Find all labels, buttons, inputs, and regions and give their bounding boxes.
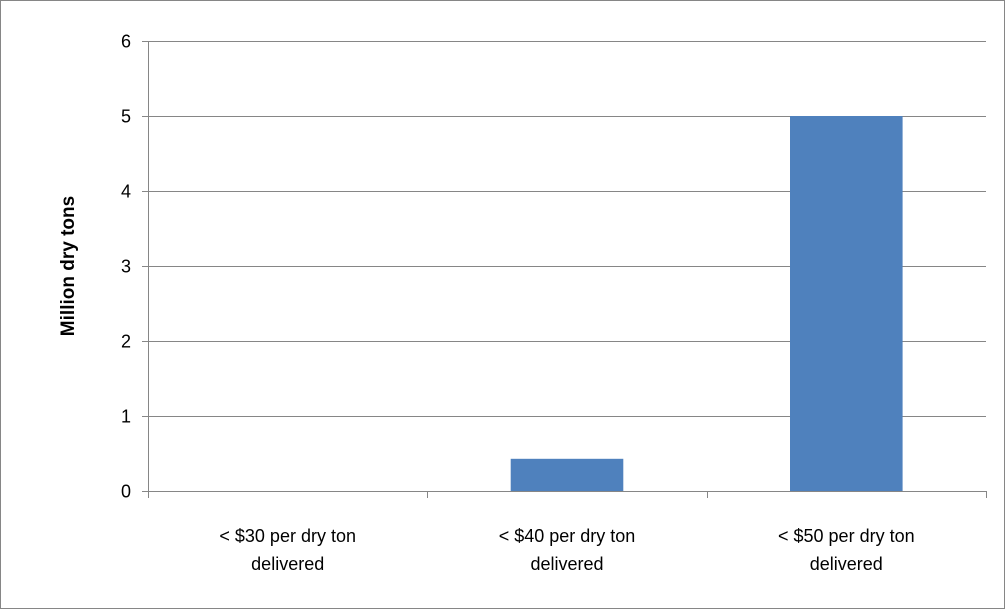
y-tick-label: 5: [121, 107, 131, 127]
y-tick-label: 2: [121, 332, 131, 352]
x-category-label: < $50 per dry ton delivered: [778, 526, 915, 574]
x-category-label: < $30 per dry ton delivered: [219, 526, 356, 574]
y-tick-label: 6: [121, 32, 131, 52]
y-tick-label: 0: [121, 482, 131, 502]
bars: [510, 116, 903, 492]
y-tick-label: 1: [121, 407, 131, 427]
bar: [510, 458, 624, 492]
axes: [142, 41, 987, 498]
bar: [790, 116, 903, 491]
y-tick-label: 3: [121, 257, 131, 277]
y-tick-label: 4: [121, 182, 131, 202]
y-axis-title: Million dry tons: [58, 196, 79, 336]
labels: 0 1 2 3 4 5 6 < $30 per dry ton delivered < $40 p…: [121, 32, 915, 575]
x-category-label: < $40 per dry ton delivered: [499, 526, 636, 574]
